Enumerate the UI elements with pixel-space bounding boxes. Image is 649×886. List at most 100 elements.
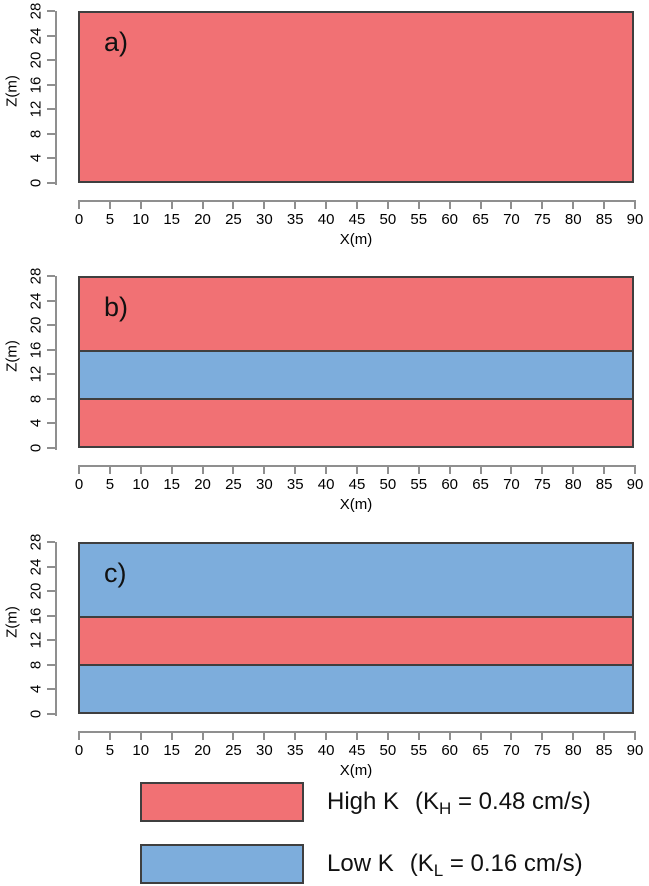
y-tick-label: 28 bbox=[27, 533, 45, 551]
x-tick-label: 55 bbox=[410, 476, 428, 493]
y-tick-mark bbox=[47, 397, 55, 400]
x-tick-label: 25 bbox=[225, 742, 242, 759]
x-tick-mark bbox=[78, 467, 80, 474]
y-axis-line bbox=[55, 542, 57, 716]
x-tick-mark bbox=[78, 202, 80, 209]
x-tick-label: 45 bbox=[348, 476, 366, 493]
y-tick-mark bbox=[47, 10, 55, 12]
x-tick-label: 25 bbox=[225, 211, 242, 228]
x-tick-label: 80 bbox=[564, 476, 582, 493]
x-axis-line bbox=[78, 731, 636, 733]
x-tick-mark bbox=[356, 202, 358, 209]
x-tick-mark bbox=[417, 733, 420, 740]
y-axis-line bbox=[55, 11, 57, 185]
x-tick-label: 75 bbox=[533, 476, 551, 493]
y-tick-label: 28 bbox=[27, 267, 45, 285]
x-tick-label: 5 bbox=[105, 476, 115, 493]
x-tick-mark bbox=[170, 202, 173, 209]
x-tick-mark bbox=[541, 733, 544, 740]
x-tick-label: 65 bbox=[472, 211, 489, 228]
x-tick-mark bbox=[448, 733, 451, 740]
x-tick-label: 40 bbox=[317, 476, 335, 493]
x-tick-mark bbox=[294, 467, 297, 474]
x-tick-label: 70 bbox=[503, 211, 520, 228]
y-tick-label: 8 bbox=[27, 660, 45, 670]
x-tick-label: 55 bbox=[410, 742, 428, 759]
x-tick-mark bbox=[108, 467, 111, 474]
y-tick-label: 12 bbox=[27, 631, 45, 649]
x-axis-title: X(m) bbox=[339, 231, 373, 248]
x-tick-label: 60 bbox=[441, 476, 458, 493]
x-tick-mark bbox=[448, 202, 451, 209]
x-tick-label: 35 bbox=[286, 742, 304, 759]
x-tick-label: 85 bbox=[595, 211, 613, 228]
x-tick-label: 75 bbox=[533, 742, 551, 759]
y-tick-label: 8 bbox=[27, 129, 45, 139]
x-tick-label: 85 bbox=[595, 476, 613, 493]
x-tick-mark bbox=[325, 733, 328, 740]
y-tick-mark bbox=[47, 157, 55, 160]
x-tick-mark bbox=[603, 733, 606, 740]
x-tick-label: 75 bbox=[533, 211, 551, 228]
legend-material-name: Low K bbox=[327, 850, 394, 877]
x-axis-line bbox=[78, 200, 636, 202]
x-tick-label: 55 bbox=[410, 211, 428, 228]
x-tick-label: 10 bbox=[132, 742, 150, 759]
y-tick-mark bbox=[47, 348, 55, 351]
x-tick-label: 5 bbox=[105, 211, 115, 228]
y-tick-label: 24 bbox=[27, 292, 45, 309]
legend-swatch-high bbox=[140, 782, 304, 822]
x-tick-label: 90 bbox=[626, 742, 644, 759]
y-tick-mark bbox=[47, 663, 55, 666]
x-tick-mark bbox=[417, 202, 420, 209]
x-tick-label: 85 bbox=[595, 742, 613, 759]
y-tick-label: 20 bbox=[27, 582, 45, 600]
x-tick-label: 90 bbox=[626, 476, 644, 493]
x-tick-label: 70 bbox=[503, 476, 520, 493]
x-tick-mark bbox=[294, 202, 297, 209]
y-tick-label: 20 bbox=[27, 316, 45, 334]
x-tick-mark bbox=[108, 202, 111, 209]
y-tick-label: 24 bbox=[27, 558, 45, 575]
x-tick-mark bbox=[572, 467, 575, 474]
x-tick-label: 10 bbox=[132, 476, 150, 493]
y-tick-label: 12 bbox=[27, 365, 45, 383]
x-tick-label: 40 bbox=[317, 211, 335, 228]
legend-k-value: (KH = 0.48 cm/s) bbox=[415, 788, 591, 818]
x-tick-label: 30 bbox=[255, 211, 273, 228]
x-tick-mark bbox=[386, 733, 389, 740]
x-tick-mark bbox=[139, 202, 142, 209]
x-tick-mark bbox=[510, 202, 513, 209]
x-tick-mark bbox=[417, 467, 420, 474]
x-tick-mark bbox=[78, 733, 80, 740]
x-tick-label: 45 bbox=[348, 742, 366, 759]
layer-low-k bbox=[80, 664, 632, 712]
layer-high-k bbox=[80, 278, 632, 350]
x-tick-label: 70 bbox=[503, 742, 520, 759]
y-tick-label: 0 bbox=[27, 709, 45, 719]
plot-area bbox=[78, 542, 634, 714]
y-tick-label: 0 bbox=[27, 178, 45, 188]
y-tick-mark bbox=[47, 713, 55, 715]
x-tick-label: 20 bbox=[194, 476, 211, 493]
layer-high-k bbox=[80, 616, 632, 664]
x-tick-label: 30 bbox=[255, 476, 273, 493]
x-tick-label: 80 bbox=[564, 742, 582, 759]
legend-k-subscript: L bbox=[433, 861, 444, 880]
x-tick-label: 35 bbox=[286, 476, 304, 493]
y-tick-mark bbox=[47, 565, 55, 568]
x-tick-mark bbox=[479, 733, 482, 740]
x-tick-mark bbox=[201, 733, 204, 740]
y-axis-title: Z(m) bbox=[3, 75, 21, 107]
y-axis-title: Z(m) bbox=[3, 606, 21, 638]
panel-label: a) bbox=[104, 27, 129, 57]
x-tick-label: 25 bbox=[225, 476, 242, 493]
x-tick-mark bbox=[634, 467, 636, 474]
y-tick-mark bbox=[47, 132, 55, 135]
y-tick-mark bbox=[47, 34, 55, 37]
y-tick-mark bbox=[47, 182, 55, 184]
y-tick-label: 0 bbox=[27, 443, 45, 453]
plot-area bbox=[78, 276, 634, 448]
y-tick-mark bbox=[47, 614, 55, 617]
